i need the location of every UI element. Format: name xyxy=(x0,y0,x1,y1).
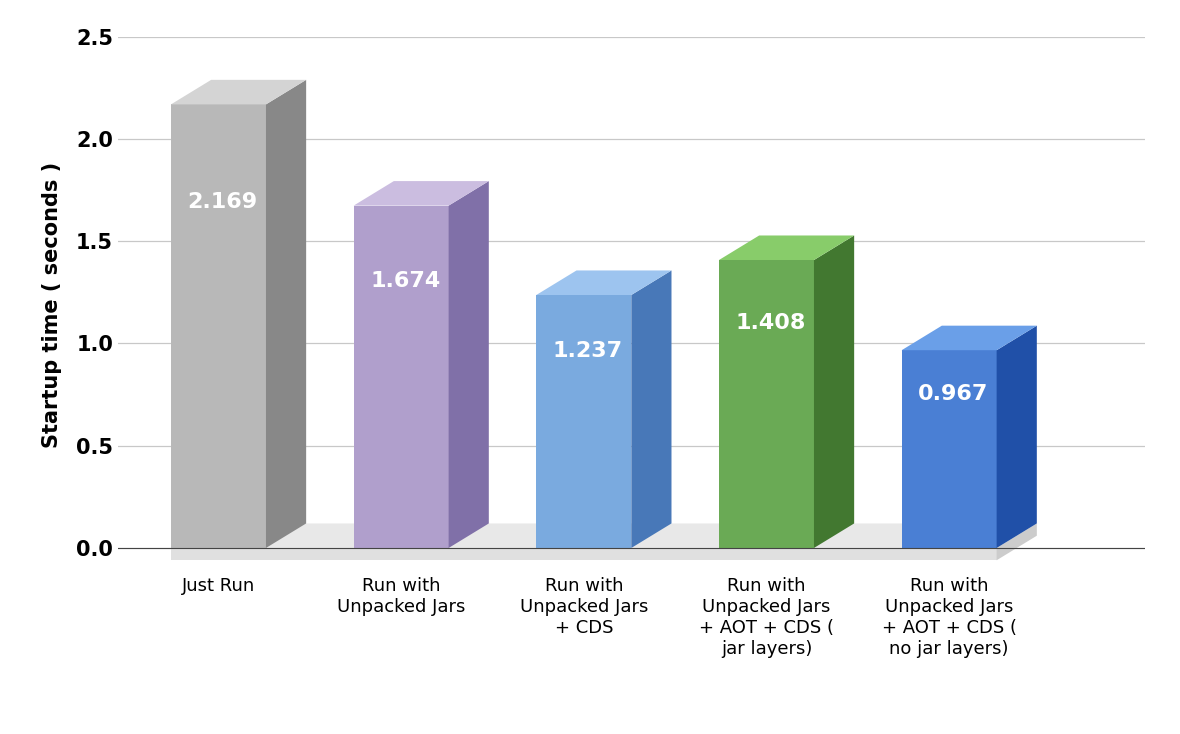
Polygon shape xyxy=(354,181,489,206)
Text: 1.408: 1.408 xyxy=(735,313,806,333)
Polygon shape xyxy=(171,104,266,548)
Polygon shape xyxy=(266,80,306,548)
Polygon shape xyxy=(448,181,489,548)
Polygon shape xyxy=(171,548,997,560)
Polygon shape xyxy=(719,260,814,548)
Text: 1.237: 1.237 xyxy=(552,341,623,360)
Polygon shape xyxy=(631,270,671,548)
Polygon shape xyxy=(997,326,1037,548)
Polygon shape xyxy=(814,236,854,548)
Polygon shape xyxy=(902,350,997,548)
Polygon shape xyxy=(354,206,448,548)
Polygon shape xyxy=(537,270,671,295)
Polygon shape xyxy=(171,523,1037,548)
Polygon shape xyxy=(997,523,1037,560)
Polygon shape xyxy=(171,80,306,104)
Polygon shape xyxy=(902,326,1037,350)
Text: 2.169: 2.169 xyxy=(188,192,257,212)
Y-axis label: Startup time ( seconds ): Startup time ( seconds ) xyxy=(42,161,63,448)
Polygon shape xyxy=(537,295,631,548)
Text: 1.674: 1.674 xyxy=(371,271,440,291)
Text: 0.967: 0.967 xyxy=(918,384,989,404)
Polygon shape xyxy=(719,236,854,260)
